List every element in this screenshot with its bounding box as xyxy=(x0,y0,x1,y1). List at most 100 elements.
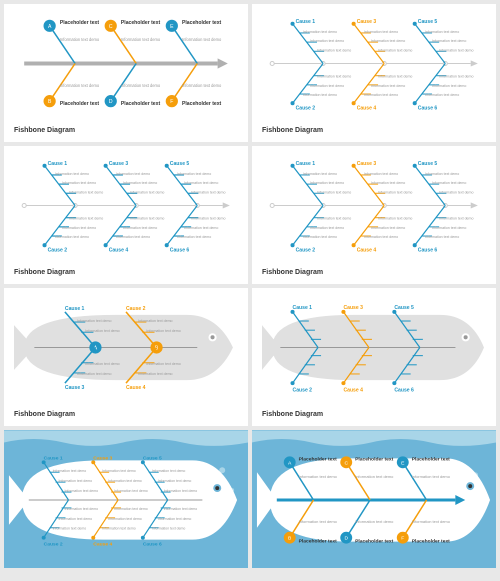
svg-text:F: F xyxy=(170,99,173,105)
svg-text:Cause 1: Cause 1 xyxy=(48,161,68,167)
svg-text:Cause 6: Cause 6 xyxy=(170,247,190,253)
svg-text:Information text demo: Information text demo xyxy=(191,190,225,194)
svg-text:Information text demo: Information text demo xyxy=(432,39,466,43)
slide-title: Fishbone Diagram xyxy=(262,411,323,418)
svg-text:Information text demo: Information text demo xyxy=(439,217,473,221)
svg-text:Information text demo: Information text demo xyxy=(102,527,136,531)
fishbone-2: Cause 1 Information text demoInformation… xyxy=(262,14,486,114)
svg-text:Information text demo: Information text demo xyxy=(123,226,157,230)
fishbone-5: ACause 1 BCause 2 Cause 3 Cause 4 Inform… xyxy=(14,298,238,398)
svg-text:Information text demo: Information text demo xyxy=(310,181,344,185)
svg-text:Cause 6: Cause 6 xyxy=(143,542,162,548)
svg-text:Information text demo: Information text demo xyxy=(184,226,218,230)
svg-text:Information text demo: Information text demo xyxy=(371,226,405,230)
svg-text:Cause 1: Cause 1 xyxy=(65,306,85,312)
svg-text:Cause 1: Cause 1 xyxy=(296,161,316,167)
svg-text:Information text demo: Information text demo xyxy=(158,479,192,483)
svg-text:Information text demo: Information text demo xyxy=(355,519,394,524)
slide-grid: A Placeholder text Information text demo… xyxy=(0,0,500,572)
svg-text:Information text demo: Information text demo xyxy=(425,30,459,34)
svg-text:Placeholder text: Placeholder text xyxy=(121,101,161,107)
svg-text:Information text demo: Information text demo xyxy=(310,84,344,88)
slide-title: Fishbone Diagram xyxy=(14,127,75,134)
svg-text:Information text demo: Information text demo xyxy=(62,226,96,230)
svg-text:Information text demo: Information text demo xyxy=(378,217,412,221)
slide-4: Cause 1 Cause 3 Cause 5 Cause 2 Cause 4 … xyxy=(252,146,496,284)
svg-text:Information text demo: Information text demo xyxy=(164,507,198,511)
svg-text:Information text demo: Information text demo xyxy=(60,37,100,42)
svg-text:Information text demo: Information text demo xyxy=(116,235,150,239)
svg-text:Information text demo: Information text demo xyxy=(59,517,93,521)
svg-text:Information text demo: Information text demo xyxy=(53,469,87,473)
svg-text:Information text demo: Information text demo xyxy=(310,226,344,230)
svg-text:Information text demo: Information text demo xyxy=(130,190,164,194)
svg-text:Information text demo: Information text demo xyxy=(303,235,337,239)
svg-text:Information text demo: Information text demo xyxy=(371,84,405,88)
svg-text:Information text demo: Information text demo xyxy=(177,235,211,239)
svg-text:Cause 3: Cause 3 xyxy=(357,19,377,25)
svg-text:Cause 2: Cause 2 xyxy=(296,247,316,253)
fishbone-6: Cause 1 Cause 3 Cause 5 Cause 2 Cause 4 … xyxy=(262,298,486,398)
svg-text:Information text demo: Information text demo xyxy=(121,83,161,88)
svg-text:Cause 2: Cause 2 xyxy=(44,542,63,548)
slide-title: Fishbone Diagram xyxy=(262,127,323,134)
svg-text:Placeholder text: Placeholder text xyxy=(355,539,393,545)
slide-title: Fishbone Diagram xyxy=(14,411,75,418)
svg-text:Placeholder text: Placeholder text xyxy=(182,101,222,107)
svg-text:Information text demo: Information text demo xyxy=(432,84,466,88)
svg-text:Cause 4: Cause 4 xyxy=(343,387,363,393)
svg-text:Information text demo: Information text demo xyxy=(59,479,93,483)
svg-text:Cause 4: Cause 4 xyxy=(126,385,146,391)
svg-text:Information text demo: Information text demo xyxy=(317,190,351,194)
svg-text:Cause 3: Cause 3 xyxy=(93,455,112,461)
svg-text:Cause 4: Cause 4 xyxy=(93,542,112,548)
fishbone-1: A Placeholder text Information text demo… xyxy=(14,14,238,114)
svg-text:Information text demo: Information text demo xyxy=(77,372,111,376)
svg-text:Information text demo: Information text demo xyxy=(439,75,473,79)
svg-text:Cause 2: Cause 2 xyxy=(48,247,68,253)
svg-text:Information text demo: Information text demo xyxy=(77,319,111,323)
svg-text:Information text demo: Information text demo xyxy=(62,181,96,185)
svg-text:Placeholder text: Placeholder text xyxy=(182,20,222,26)
slide-5: ACause 1 BCause 2 Cause 3 Cause 4 Inform… xyxy=(4,288,248,426)
svg-text:E: E xyxy=(170,24,174,30)
svg-text:Information text demo: Information text demo xyxy=(371,181,405,185)
slide-title: Fishbone Diagram xyxy=(262,269,323,276)
svg-text:Cause 3: Cause 3 xyxy=(109,161,129,167)
svg-text:Information text demo: Information text demo xyxy=(69,217,103,221)
svg-text:Placeholder text: Placeholder text xyxy=(355,456,393,462)
svg-text:Information text demo: Information text demo xyxy=(425,235,459,239)
svg-text:Information text demo: Information text demo xyxy=(355,474,394,479)
svg-text:Cause 2: Cause 2 xyxy=(293,387,313,393)
svg-text:Placeholder text: Placeholder text xyxy=(60,20,100,26)
slide-title: Fishbone Diagram xyxy=(14,269,75,276)
svg-text:Information text demo: Information text demo xyxy=(371,39,405,43)
svg-text:D: D xyxy=(109,99,113,105)
svg-text:Information text demo: Information text demo xyxy=(299,519,338,524)
svg-text:Cause 5: Cause 5 xyxy=(394,305,414,311)
svg-text:Information text demo: Information text demo xyxy=(53,527,87,531)
fishbone-8: APlaceholder textInformation text demo C… xyxy=(252,430,496,568)
svg-text:Placeholder text: Placeholder text xyxy=(60,101,100,107)
svg-text:Information text demo: Information text demo xyxy=(108,517,142,521)
svg-text:Information text demo: Information text demo xyxy=(114,507,148,511)
svg-text:Information text demo: Information text demo xyxy=(425,93,459,97)
svg-text:Placeholder text: Placeholder text xyxy=(121,20,161,26)
svg-text:Information text demo: Information text demo xyxy=(65,507,99,511)
slide-8: APlaceholder textInformation text demo C… xyxy=(252,430,496,568)
svg-text:Information text demo: Information text demo xyxy=(85,362,119,366)
fishbone-4: Cause 1 Cause 3 Cause 5 Cause 2 Cause 4 … xyxy=(262,156,486,256)
svg-text:Information text demo: Information text demo xyxy=(182,37,222,42)
svg-text:Information text demo: Information text demo xyxy=(191,217,225,221)
svg-text:Cause 2: Cause 2 xyxy=(296,105,316,111)
svg-text:Information text demo: Information text demo xyxy=(303,30,337,34)
svg-text:Information text demo: Information text demo xyxy=(412,519,451,524)
svg-text:Cause 2: Cause 2 xyxy=(126,306,146,312)
svg-text:Information text demo: Information text demo xyxy=(439,190,473,194)
svg-text:Information text demo: Information text demo xyxy=(184,181,218,185)
svg-text:Information text demo: Information text demo xyxy=(364,172,398,176)
svg-text:Placeholder text: Placeholder text xyxy=(412,539,450,545)
svg-text:Information text demo: Information text demo xyxy=(102,469,136,473)
svg-text:Information text demo: Information text demo xyxy=(65,489,99,493)
svg-text:Cause 3: Cause 3 xyxy=(357,161,377,167)
